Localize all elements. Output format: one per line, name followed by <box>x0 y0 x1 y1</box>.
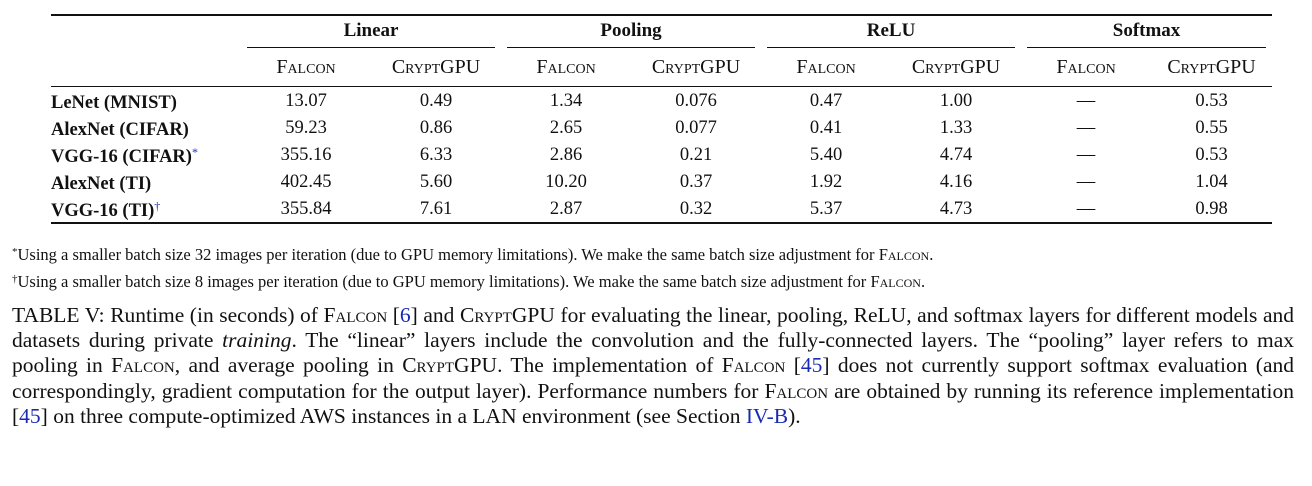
subheader-falcon: Falcon <box>276 56 336 78</box>
value-cell: 1.34 <box>549 90 583 111</box>
footnote: †Using a smaller batch size 8 images per… <box>12 272 926 291</box>
value-cell: 1.33 <box>939 117 973 138</box>
subheader-cryptgpu: CryptGPU <box>911 56 1001 78</box>
value-cell: 4.73 <box>939 198 973 219</box>
citation-link[interactable]: 45 <box>19 403 41 428</box>
model-header-spacer <box>51 15 241 49</box>
value-cell: 5.37 <box>809 198 843 219</box>
citation-link[interactable]: 45 <box>800 353 823 378</box>
value-cell: 355.84 <box>280 198 332 219</box>
value-cell: 0.21 <box>679 144 713 165</box>
results-table-container: Linear Pooling ReLU Softmax Falcon Crypt… <box>51 14 1273 224</box>
table-footnotes: *Using a smaller batch size 32 images pe… <box>12 240 933 294</box>
value-cell: 0.98 <box>1195 198 1228 219</box>
value-cell: — <box>1076 198 1096 219</box>
value-cell: 6.33 <box>419 144 453 165</box>
value-cell: 4.74 <box>939 144 973 165</box>
value-cell: 2.87 <box>549 198 583 219</box>
value-cell: — <box>1076 117 1096 138</box>
value-cell: 0.076 <box>675 90 717 111</box>
table-row: LeNet (MNIST) 13.07 0.49 1.34 0.076 0.47… <box>51 87 1272 115</box>
table-caption: TABLE V: Runtime (in seconds) of Falcon … <box>12 303 1295 428</box>
group-header-row: Linear Pooling ReLU Softmax <box>51 15 1273 49</box>
value-cell: 10.20 <box>545 171 587 192</box>
subheader-falcon: Falcon <box>796 56 856 78</box>
model-name-cell: VGG-16 (CIFAR)* <box>51 145 198 167</box>
value-cell: 1.00 <box>939 90 973 111</box>
value-cell: 13.07 <box>285 90 327 111</box>
value-cell: 2.65 <box>549 117 583 138</box>
citation-link[interactable]: 6 <box>399 303 411 327</box>
value-cell: 4.16 <box>939 171 973 192</box>
value-cell: 0.53 <box>1195 90 1228 111</box>
table-row: AlexNet (TI) 402.45 5.60 10.20 0.37 1.92… <box>51 168 1272 195</box>
value-cell: 5.40 <box>809 144 843 165</box>
subheader-falcon: Falcon <box>1056 56 1116 78</box>
footnote: *Using a smaller batch size 32 images pe… <box>12 245 934 264</box>
value-cell: 0.49 <box>419 90 453 111</box>
value-cell: 0.37 <box>679 171 713 192</box>
group-header-softmax: Softmax <box>1021 15 1272 49</box>
group-header-linear: Linear <box>241 15 501 49</box>
value-cell: 2.86 <box>549 144 583 165</box>
model-name-cell: AlexNet (CIFAR) <box>51 120 189 140</box>
subheader-cryptgpu: CryptGPU <box>391 56 481 78</box>
model-name-cell: AlexNet (TI) <box>51 174 152 194</box>
value-cell: — <box>1076 90 1096 111</box>
value-cell: 0.53 <box>1195 144 1228 165</box>
value-cell: 0.32 <box>679 198 713 219</box>
value-cell: 1.04 <box>1195 171 1228 192</box>
value-cell: 0.47 <box>809 90 843 111</box>
value-cell: 0.55 <box>1195 117 1228 138</box>
value-cell: 1.92 <box>809 171 843 192</box>
table-row: AlexNet (CIFAR) 59.23 0.86 2.65 0.077 0.… <box>51 114 1272 141</box>
model-name-cell: LeNet (MNIST) <box>51 93 177 113</box>
model-name-cell: VGG-16 (TI)† <box>51 199 161 221</box>
subheader-cryptgpu: CryptGPU <box>1167 56 1256 78</box>
value-cell: 5.60 <box>419 171 453 192</box>
value-cell: 59.23 <box>285 117 327 138</box>
value-cell: — <box>1076 144 1096 165</box>
table-row: VGG-16 (CIFAR)* 355.16 6.33 2.86 0.21 5.… <box>51 141 1272 168</box>
section-link[interactable]: IV-B <box>745 403 789 428</box>
footnote-mark: † <box>154 199 161 213</box>
value-cell: 355.16 <box>280 144 332 165</box>
group-header-pooling: Pooling <box>501 15 761 49</box>
value-cell: — <box>1076 171 1096 192</box>
group-header-relu: ReLU <box>761 15 1021 49</box>
sub-header-row: Falcon CryptGPU Falcon CryptGPU Falcon C… <box>51 49 1273 87</box>
model-subheader-spacer <box>51 49 241 87</box>
table-body: LeNet (MNIST) 13.07 0.49 1.34 0.076 0.47… <box>51 87 1273 223</box>
value-cell: 0.41 <box>809 117 843 138</box>
value-cell: 0.86 <box>419 117 453 138</box>
value-cell: 0.077 <box>675 117 717 138</box>
value-cell: 402.45 <box>280 171 332 192</box>
footnote-mark: * <box>191 145 198 159</box>
value-cell: 7.61 <box>419 198 453 219</box>
table-row: VGG-16 (TI)† 355.84 7.61 2.87 0.32 5.37 … <box>51 195 1272 223</box>
subheader-cryptgpu: CryptGPU <box>651 56 741 78</box>
subheader-falcon: Falcon <box>536 56 596 78</box>
runtime-table: Linear Pooling ReLU Softmax Falcon Crypt… <box>51 14 1273 224</box>
